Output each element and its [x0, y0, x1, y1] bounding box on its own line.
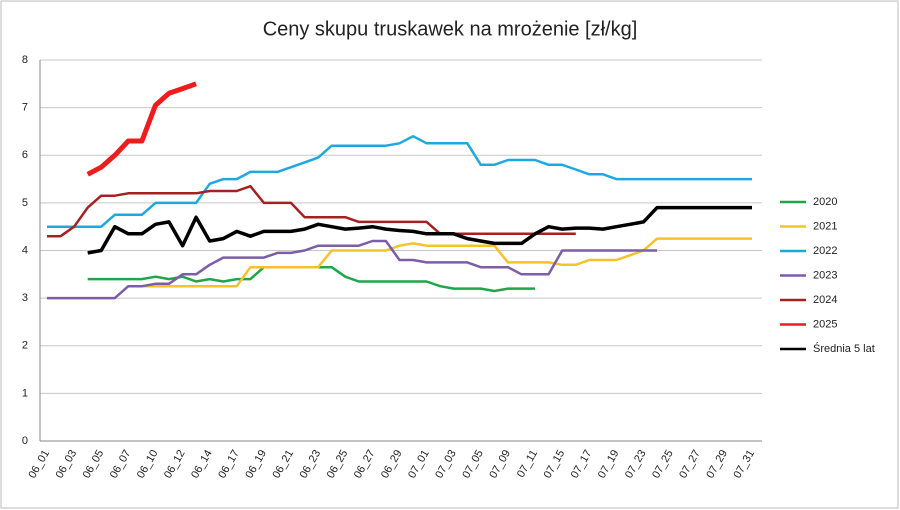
- legend-label: Średnia 5 lat: [813, 342, 875, 355]
- y-tick-label: 6: [22, 149, 28, 161]
- legend-label: 2024: [813, 294, 837, 306]
- y-tick-label: 2: [22, 340, 28, 352]
- legend-label: 2020: [813, 196, 837, 208]
- legend-label: 2023: [813, 269, 837, 281]
- y-tick-label: 3: [22, 292, 28, 304]
- series-line: [47, 239, 658, 300]
- series-line: [87, 205, 752, 255]
- series-line: [47, 134, 752, 228]
- series-line: [47, 184, 576, 238]
- y-tick-label: 7: [22, 102, 28, 114]
- y-tick-label: 4: [22, 244, 28, 256]
- y-tick-label: 0: [22, 435, 28, 447]
- series-line: [128, 237, 752, 288]
- y-tick-label: 5: [22, 197, 28, 209]
- y-tick-label: 8: [22, 54, 28, 66]
- chart-title: Ceny skupu truskawek na mrożenie [zł/kg]: [263, 18, 638, 40]
- legend-label: 2025: [813, 318, 837, 330]
- legend-label: 2021: [813, 220, 837, 232]
- legend-label: 2022: [813, 245, 837, 257]
- series-line: [86, 81, 197, 177]
- y-tick-label: 1: [22, 387, 28, 399]
